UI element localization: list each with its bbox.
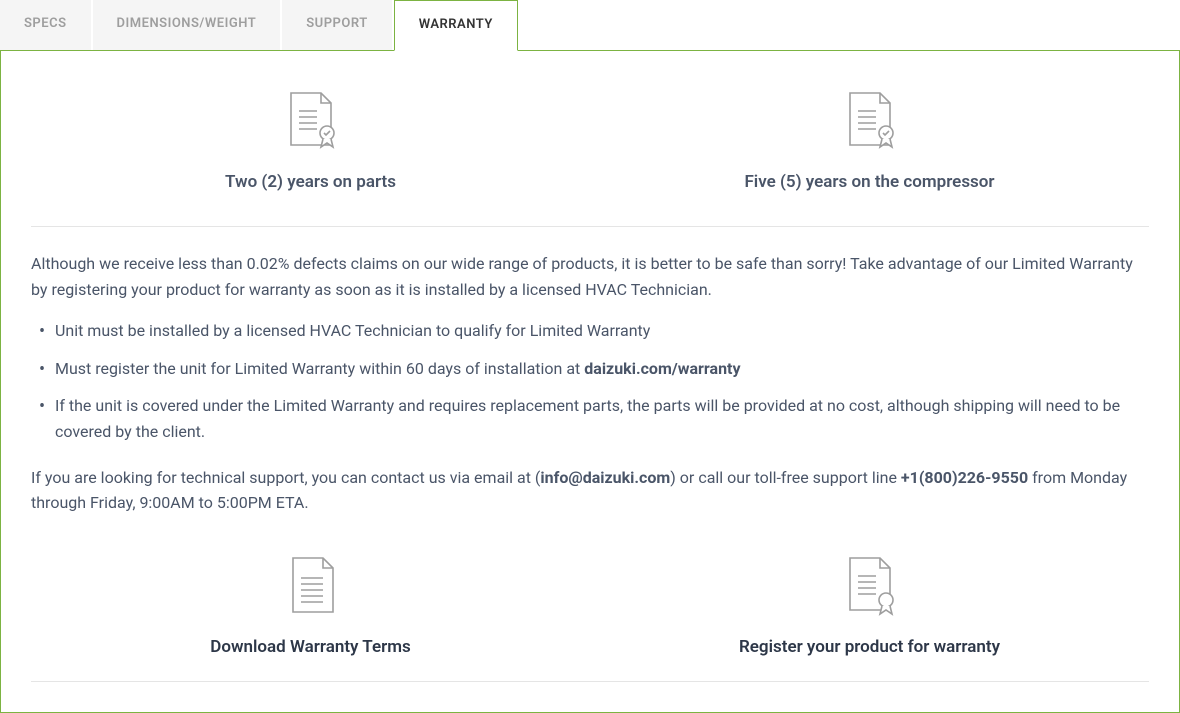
tab-bar: SPECS DIMENSIONS/WEIGHT SUPPORT WARRANTY (0, 0, 1180, 51)
bullet-text: If the unit is covered under the Limited… (55, 396, 1120, 441)
tab-specs[interactable]: SPECS (0, 0, 93, 50)
document-icon (31, 556, 590, 616)
support-text: If you are looking for technical support… (31, 465, 1149, 516)
download-terms-card[interactable]: Download Warranty Terms (31, 556, 590, 661)
page-container: SPECS DIMENSIONS/WEIGHT SUPPORT WARRANTY (0, 0, 1180, 713)
warranty-bullet-2: Must register the unit for Limited Warra… (31, 356, 1149, 382)
warranty-cards-row: Two (2) years on parts (31, 91, 1149, 227)
register-product-title: Register your product for warranty (590, 634, 1149, 661)
support-mid: ) or call our toll-free support line (670, 468, 901, 487)
tab-dimensions[interactable]: DIMENSIONS/WEIGHT (93, 0, 283, 50)
document-badge-icon (31, 91, 590, 151)
bullet-text: Unit must be installed by a licensed HVA… (55, 321, 650, 340)
warranty-card-parts: Two (2) years on parts (31, 91, 590, 196)
warranty-bullet-3: If the unit is covered under the Limited… (31, 393, 1149, 444)
tab-warranty[interactable]: WARRANTY (394, 0, 518, 51)
support-phone[interactable]: +1(800)226-9550 (901, 468, 1028, 487)
warranty-card-compressor-title: Five (5) years on the compressor (590, 169, 1149, 196)
register-product-card[interactable]: Register your product for warranty (590, 556, 1149, 661)
warranty-card-compressor: Five (5) years on the compressor (590, 91, 1149, 196)
warranty-bullet-1: Unit must be installed by a licensed HVA… (31, 318, 1149, 344)
document-badge-icon (590, 556, 1149, 616)
support-pre: If you are looking for technical support… (31, 468, 540, 487)
warranty-intro-text: Although we receive less than 0.02% defe… (31, 251, 1149, 302)
download-terms-title: Download Warranty Terms (31, 634, 590, 661)
tab-support[interactable]: SUPPORT (282, 0, 393, 50)
tab-content: Two (2) years on parts (0, 51, 1180, 713)
document-badge-icon (590, 91, 1149, 151)
warranty-card-parts-title: Two (2) years on parts (31, 169, 590, 196)
bullet-text: Must register the unit for Limited Warra… (55, 359, 584, 378)
support-email[interactable]: info@daizuki.com (540, 468, 670, 487)
bullet-bold: daizuki.com/warranty (584, 359, 740, 378)
warranty-bullet-list: Unit must be installed by a licensed HVA… (31, 318, 1149, 444)
action-cards-row: Download Warranty Terms Register y (31, 556, 1149, 682)
